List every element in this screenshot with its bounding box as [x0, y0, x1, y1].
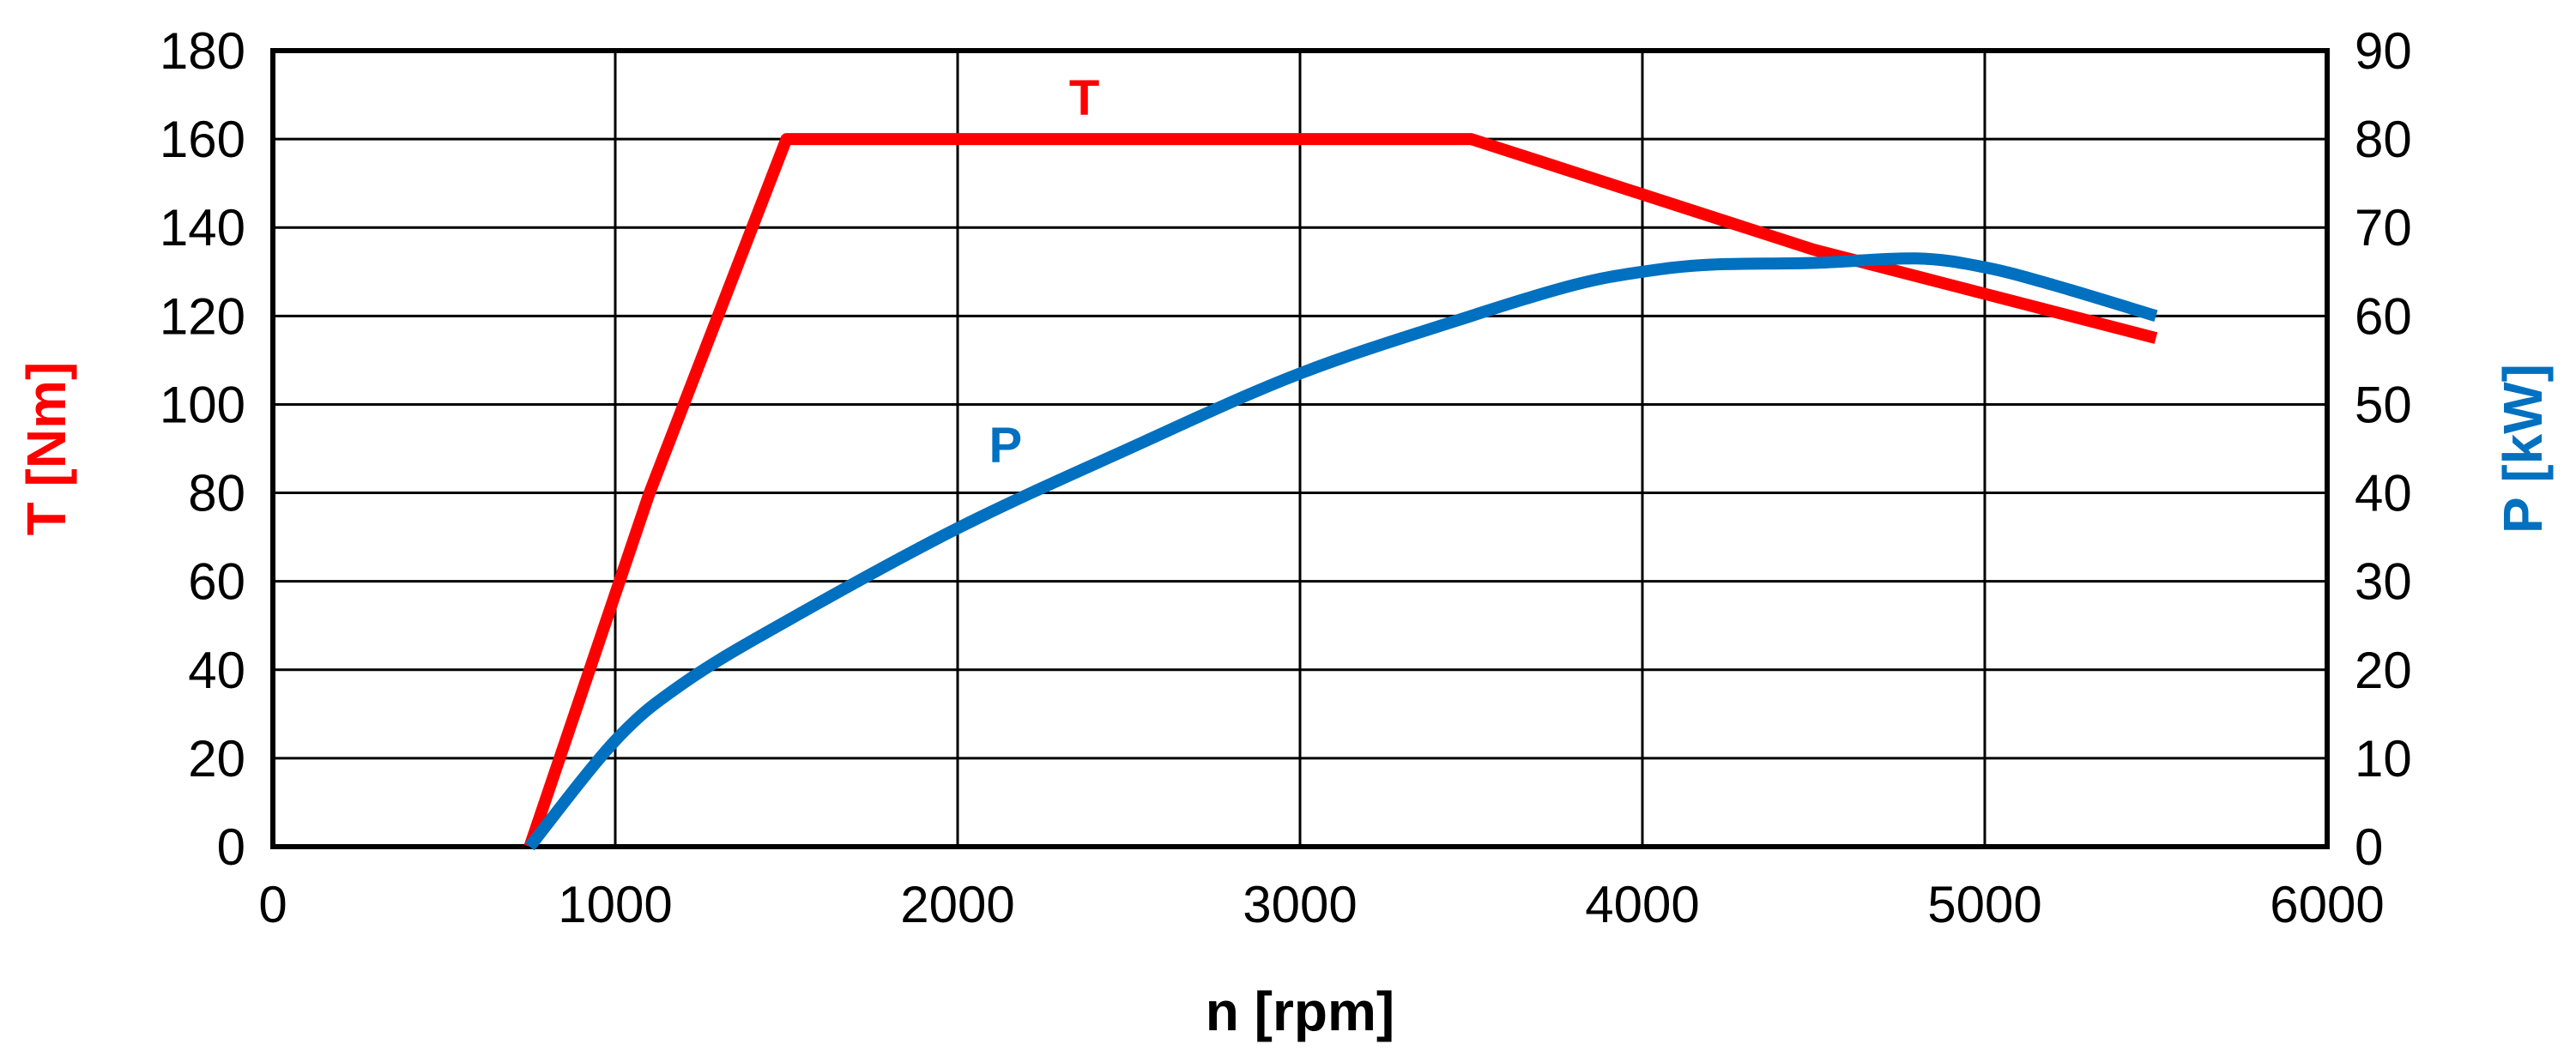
x-tick-label: 1000	[558, 876, 672, 933]
right-y-axis-title: P [kW]	[2492, 364, 2554, 534]
right-y-tick-label: 30	[2355, 553, 2412, 611]
x-tick-label: 6000	[2270, 876, 2384, 933]
left-y-tick-label: 160	[160, 111, 245, 168]
plot-frame	[270, 48, 2330, 849]
left-y-tick-label: 180	[160, 22, 245, 80]
tick-labels: 0 1000 2000 3000 4000 5000 6000020406080100120…	[160, 22, 2412, 933]
right-y-tick-label: 0	[2355, 818, 2383, 876]
x-axis-title: n [rpm]	[1206, 981, 1394, 1042]
x-tick-label: 5000	[1927, 876, 2041, 933]
x-tick-label: 0	[258, 876, 287, 933]
right-y-tick-label: 10	[2355, 730, 2412, 787]
left-y-tick-label: 20	[188, 730, 245, 787]
left-y-tick-label: 0	[217, 818, 245, 876]
right-y-tick-label: 60	[2355, 287, 2412, 345]
series-lines	[523, 133, 2158, 851]
left-y-tick-label: 80	[188, 465, 245, 522]
left-y-tick-label: 100	[160, 376, 245, 433]
left-y-tick-label: 120	[160, 287, 245, 345]
x-tick-label: 4000	[1585, 876, 1699, 933]
series-label-p: P	[989, 418, 1023, 474]
right-y-tick-label: 80	[2355, 111, 2412, 168]
x-tick-label: 3000	[1243, 876, 1357, 933]
left-y-axis-title: T [Nm]	[15, 362, 77, 536]
right-y-tick-label: 50	[2355, 376, 2412, 433]
right-y-tick-label: 70	[2355, 199, 2412, 256]
right-y-tick-label: 40	[2355, 465, 2412, 522]
series-label-t: T	[1069, 70, 1099, 126]
left-y-tick-label: 40	[188, 642, 245, 699]
right-y-tick-label: 20	[2355, 642, 2412, 699]
x-tick-label: 2000	[900, 876, 1014, 933]
series-line-p	[524, 252, 2158, 851]
grid-lines	[273, 51, 2327, 847]
left-y-tick-label: 60	[188, 553, 245, 611]
right-y-tick-label: 90	[2355, 22, 2412, 80]
left-y-tick-label: 140	[160, 199, 245, 256]
